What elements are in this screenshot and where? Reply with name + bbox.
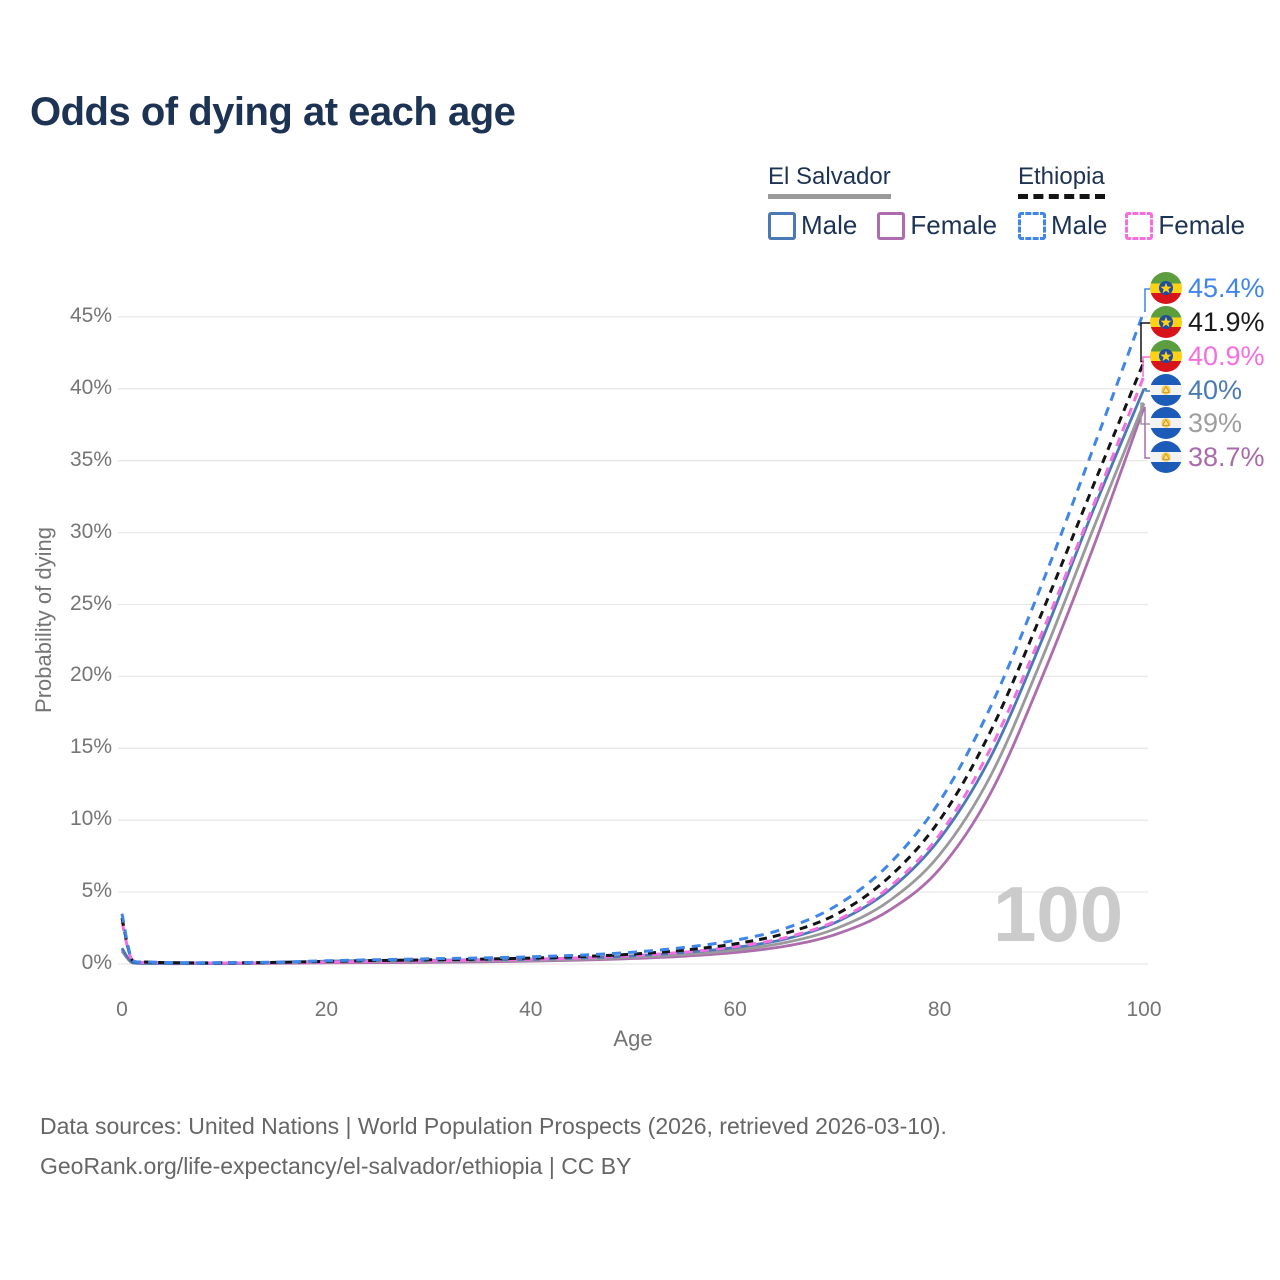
x-tick-label: 80 <box>927 998 952 1021</box>
end-value-label: 40% <box>1188 374 1243 405</box>
x-tick-label: 0 <box>116 998 128 1021</box>
y-axis-title: Probability of dying <box>31 527 56 713</box>
checkbox-el-salvador-female[interactable] <box>877 211 906 240</box>
end-label-el-salvador-both: 39% <box>1150 407 1242 439</box>
x-tick-label: 100 <box>1126 998 1162 1021</box>
y-tick-label: 35% <box>69 447 112 471</box>
y-tick-label: 30% <box>69 519 112 543</box>
age-watermark: 100 <box>993 870 1124 958</box>
legend-label-ethiopia-female[interactable]: Female <box>1158 210 1246 240</box>
legend-label-el-salvador-female[interactable]: Female <box>910 210 998 240</box>
series-curves <box>120 310 1146 966</box>
legend-group-ethiopia: Ethiopia Male Female <box>1018 163 1245 241</box>
y-tick-label: 5% <box>81 879 112 903</box>
ethiopia-flag-icon <box>1150 272 1182 304</box>
end-value-label: 40.9% <box>1188 340 1265 371</box>
legend-group-el-salvador: El Salvador Male Female <box>768 163 997 241</box>
y-tick-label: 10% <box>69 807 112 831</box>
legend-country-ethiopia: Ethiopia <box>1018 163 1105 199</box>
x-axis-title: Age <box>613 1026 653 1051</box>
series-line-ethiopia-both[interactable] <box>120 360 1146 965</box>
end-value-label: 41.9% <box>1188 306 1265 337</box>
leader-line <box>1144 406 1151 459</box>
end-label-ethiopia-male: 45.4% <box>1150 272 1265 304</box>
x-tick-label: 20 <box>314 998 339 1021</box>
end-label-ethiopia-both: 41.9% <box>1150 306 1265 338</box>
checkbox-ethiopia-male[interactable] <box>1018 211 1046 240</box>
y-tick-label: 15% <box>69 735 112 759</box>
series-line-ethiopia-male[interactable] <box>120 310 1146 965</box>
ethiopia-flag-icon <box>1150 306 1182 338</box>
y-tick-label: 0% <box>81 951 112 974</box>
x-tick-label: 60 <box>723 998 747 1021</box>
y-tick-label: 25% <box>69 591 112 615</box>
checkbox-ethiopia-female[interactable] <box>1125 211 1154 240</box>
end-value-label: 45.4% <box>1188 272 1265 303</box>
legend-label-ethiopia-male[interactable]: Male <box>1051 210 1108 240</box>
checkbox-el-salvador-male[interactable] <box>768 211 796 240</box>
leader-line <box>1142 356 1151 377</box>
series-line-ethiopia-female[interactable] <box>120 375 1146 965</box>
leader-line <box>1144 288 1151 312</box>
el-salvador-flag-icon <box>1150 374 1182 406</box>
footer-line-2: GeoRank.org/life-expectancy/el-salvador/… <box>40 1153 632 1179</box>
leader-lines <box>1140 288 1151 459</box>
el-salvador-flag-icon <box>1150 407 1182 439</box>
leader-line <box>1144 388 1151 392</box>
end-label-el-salvador-female: 38.7% <box>1150 441 1265 473</box>
page-title: Odds of dying at each age <box>30 90 516 134</box>
y-tick-label: 40% <box>69 375 112 399</box>
legend-country-el-salvador: El Salvador <box>768 163 891 199</box>
series-line-el-salvador-both[interactable] <box>120 402 1146 966</box>
series-line-el-salvador-female[interactable] <box>120 407 1146 966</box>
end-label-el-salvador-male: 40% <box>1150 374 1242 406</box>
legend-label-el-salvador-male[interactable]: Male <box>801 210 858 240</box>
x-tick-label: 40 <box>519 998 543 1021</box>
data-source-note: Data sources: United Nations | World Pop… <box>40 1106 947 1186</box>
y-tick-label: 20% <box>69 663 112 687</box>
end-label-ethiopia-female: 40.9% <box>1150 340 1265 372</box>
gridlines <box>118 316 1148 965</box>
ethiopia-flag-icon <box>1150 340 1182 372</box>
el-salvador-flag-icon <box>1150 441 1182 473</box>
end-value-label: 39% <box>1188 407 1243 438</box>
y-tick-label: 45% <box>69 303 112 327</box>
footer-line-1: Data sources: United Nations | World Pop… <box>40 1113 947 1139</box>
end-value-label: 38.7% <box>1188 441 1265 472</box>
leader-line <box>1140 402 1151 425</box>
